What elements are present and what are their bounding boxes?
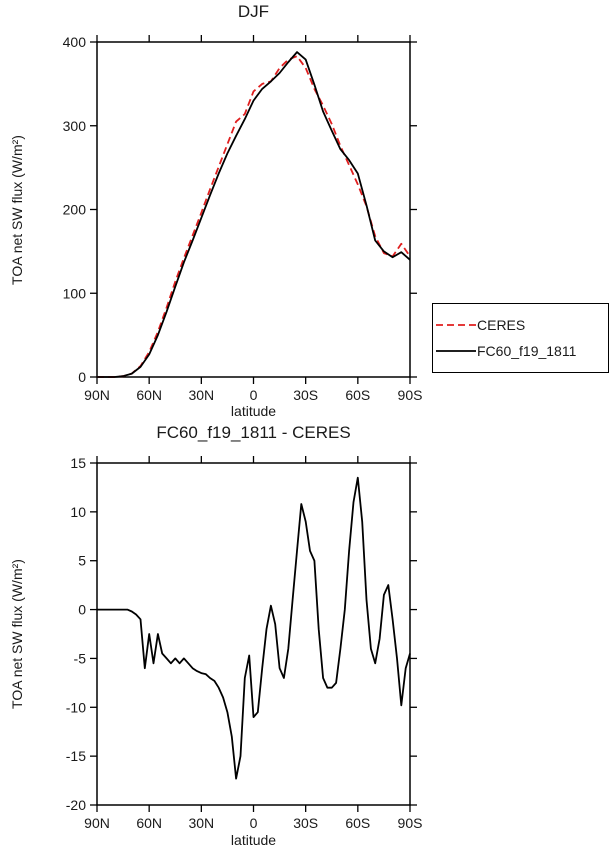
x-tick-label: 90S (398, 387, 423, 403)
legend-line-sample (436, 324, 476, 326)
y-tick-label: 200 (63, 202, 87, 218)
x-tick-label: 30S (293, 387, 318, 403)
top-panel-title: DJF (237, 2, 270, 21)
x-tick-label: 30N (188, 815, 214, 831)
x-tick-label: 30S (293, 815, 318, 831)
bottom-panel-title: FC60_f19_1811 - CERES (156, 423, 351, 442)
x-tick-label: 30N (188, 387, 214, 403)
x-tick-label: 60N (136, 815, 162, 831)
legend-item-ceres: CERES (433, 317, 608, 333)
y-tick-label: 0 (78, 602, 86, 618)
x-tick-label: 60S (345, 815, 370, 831)
bottom-chart-canvas: 90N 60N 30N 0 30S 60S 90S -20 -15 -10 -5 0 5 10 15 (66, 455, 423, 831)
y-tick-label: 5 (78, 553, 86, 569)
legend-box: CERES FC60_f19_1811 (432, 303, 609, 373)
x-tick-label: 0 (250, 815, 258, 831)
top-chart-canvas: 90N 60N 30N 0 30S 60S 90S 0 100 200 300 400 (63, 34, 423, 403)
y-tick-label: 100 (63, 285, 87, 301)
x-tick-label: 90N (84, 387, 110, 403)
y-tick-label: 300 (63, 118, 87, 134)
series-line-fc60-f19-1811 (97, 51, 411, 378)
x-tick-label: 90N (84, 815, 110, 831)
legend-item-fc60-f19-1811: FC60_f19_1811 (433, 343, 608, 359)
series-line-fc60-f19-1811-ceres (97, 476, 411, 780)
top-x-axis-label: latitude (230, 403, 277, 419)
bottom-x-axis-label: latitude (230, 832, 277, 848)
x-tick-label: 60S (345, 387, 370, 403)
y-tick-label: -20 (66, 797, 86, 813)
legend-label: CERES (477, 317, 526, 333)
y-tick-label: 10 (70, 504, 86, 520)
y-tick-label: 400 (63, 34, 87, 50)
legend-label: FC60_f19_1811 (477, 343, 577, 359)
y-tick-label: -15 (66, 748, 86, 764)
x-tick-label: 60N (136, 387, 162, 403)
legend-line-sample (436, 350, 476, 352)
y-tick-label: 15 (70, 455, 86, 471)
series-line-ceres (97, 55, 411, 378)
y-tick-label: -5 (74, 650, 87, 666)
y-tick-label: 0 (78, 369, 86, 385)
y-tick-label: -10 (66, 699, 86, 715)
x-tick-label: 0 (250, 387, 258, 403)
x-tick-label: 90S (398, 815, 423, 831)
